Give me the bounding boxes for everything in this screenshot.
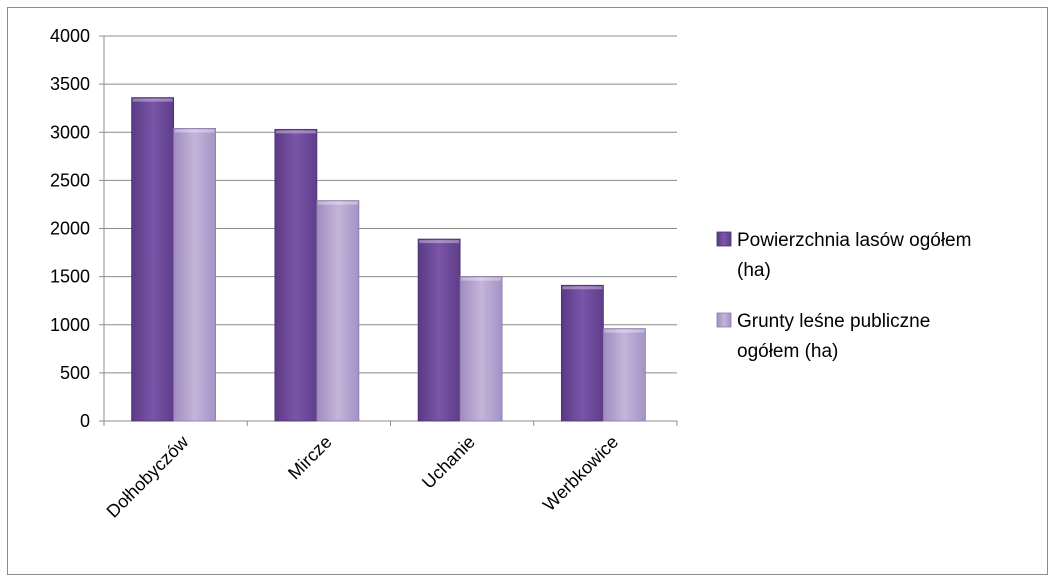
- legend-swatch-0: [716, 231, 732, 247]
- bar-forest-area-0: [131, 97, 175, 422]
- x-axis-ticks: Dołhobyczów Mircze Uchanie Werbkowice: [103, 431, 623, 522]
- bar-public-forest-3: [602, 328, 646, 422]
- legend-swatch-1: [716, 312, 732, 328]
- bar-public-forest-0: [173, 127, 217, 422]
- legend-label: ogółem (ha): [737, 341, 838, 362]
- y-tick-label: 3000: [50, 122, 90, 142]
- legend-label: Grunty leśne publiczne: [737, 311, 930, 332]
- y-tick-label: 3500: [50, 74, 90, 94]
- y-tick-label: 500: [60, 363, 90, 383]
- bar-highlight: [132, 98, 173, 102]
- bar-highlight: [562, 286, 603, 290]
- y-tick-label: 4000: [50, 26, 90, 46]
- bar-highlight: [604, 329, 645, 333]
- bar-highlight: [317, 201, 358, 205]
- bars: [131, 97, 646, 422]
- y-axis-ticks: 0 500 1000 1500 2000 2500 3000 3500 4000: [50, 26, 90, 431]
- y-tick-label: 0: [80, 411, 90, 431]
- bar-public-forest-1: [316, 200, 360, 422]
- y-tick-label: 1500: [50, 267, 90, 287]
- y-tick-label: 2000: [50, 219, 90, 239]
- x-tick-label: Werbkowice: [539, 432, 622, 515]
- bar-forest-area-1: [274, 128, 318, 422]
- x-tick-label: Mircze: [284, 432, 336, 484]
- y-tick-label: 1000: [50, 315, 90, 335]
- bar-forest-area-2: [417, 238, 461, 422]
- bar-forest-area-3: [560, 284, 604, 422]
- bar-highlight: [461, 277, 502, 281]
- bar-public-forest-2: [459, 276, 503, 422]
- bar-highlight: [174, 129, 215, 133]
- y-tick-label: 2500: [50, 170, 90, 190]
- legend: Powierzchnia lasów ogółem (ha) Grunty leśn…: [716, 230, 971, 362]
- x-tick-label: Dołhobyczów: [103, 431, 194, 522]
- bar-highlight: [419, 240, 460, 244]
- x-tick-label: Uchanie: [418, 432, 479, 493]
- legend-label: (ha): [737, 260, 771, 281]
- bar-highlight: [275, 130, 316, 134]
- legend-label: Powierzchnia lasów ogółem: [737, 230, 971, 251]
